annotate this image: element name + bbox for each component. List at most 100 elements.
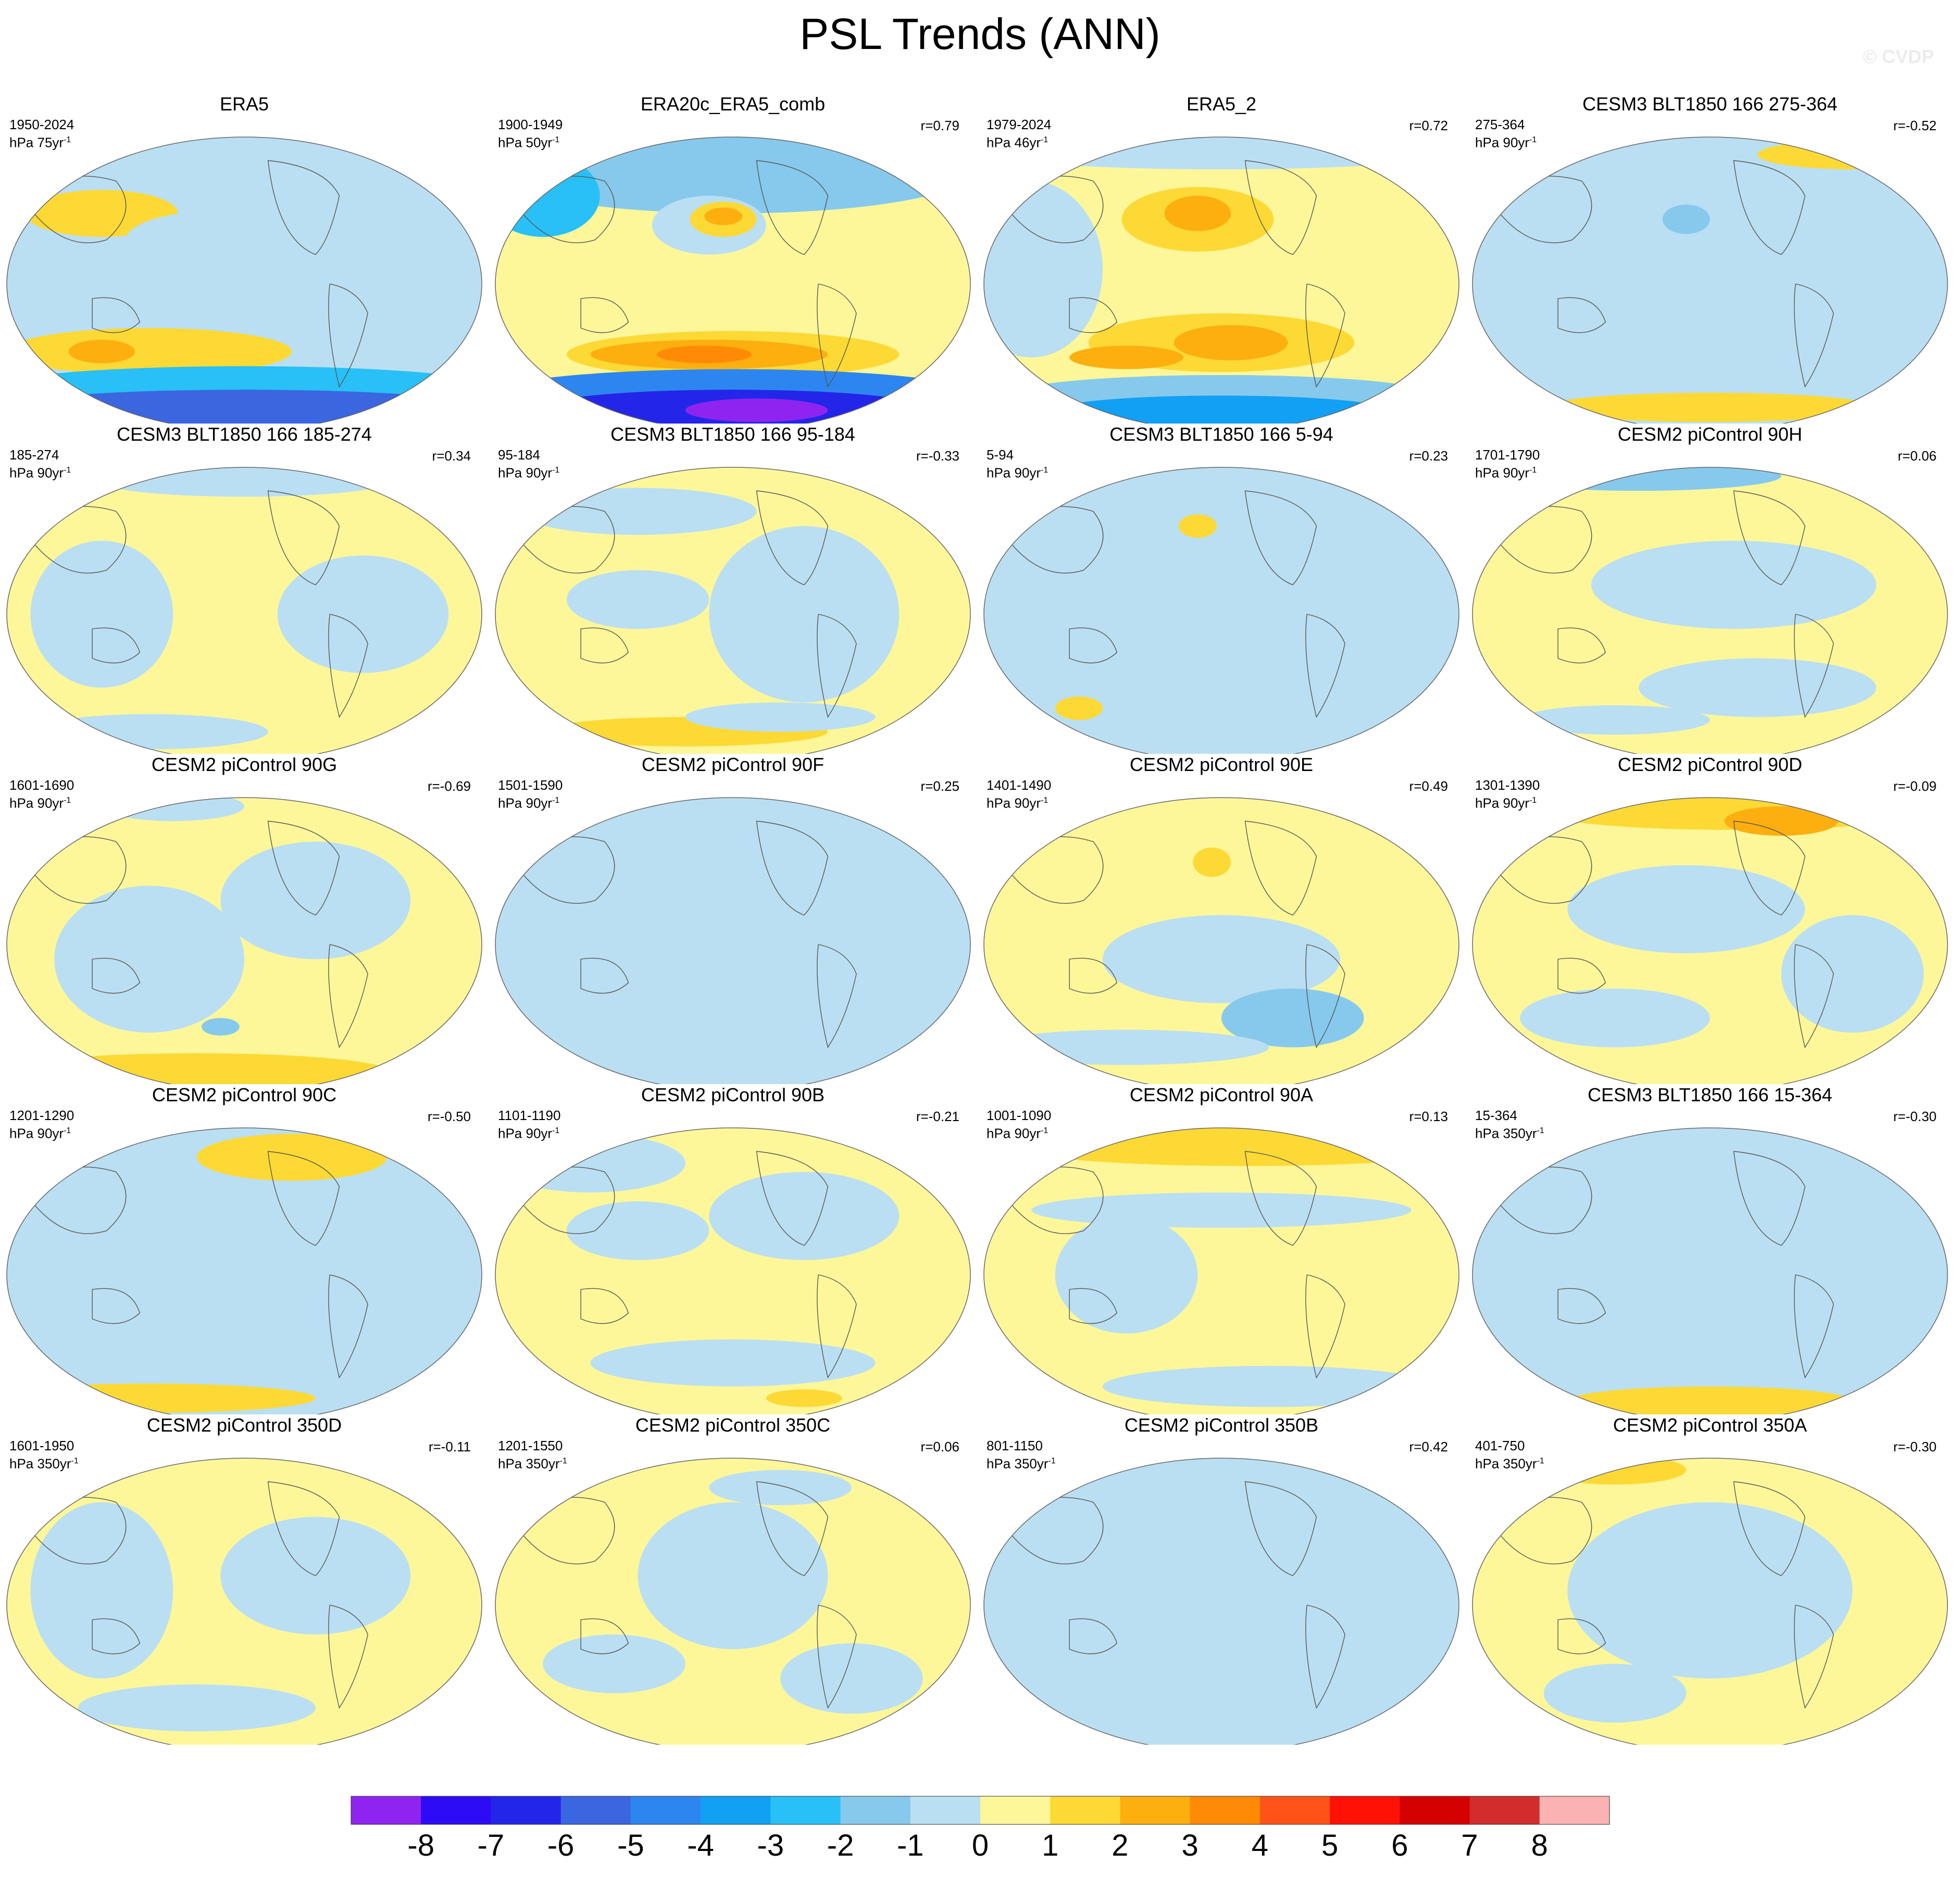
colorbar-tick-label: -8: [407, 1829, 434, 1862]
panel-period: 1900-1949: [498, 117, 563, 132]
units-exponent: -1: [559, 1457, 567, 1465]
panel-title: CESM3 BLT1850 166 275-364: [1582, 93, 1838, 115]
coastline: [1244, 1481, 1317, 1576]
coastline: [580, 1618, 629, 1655]
units-exponent: -1: [552, 135, 560, 144]
trend-contour: [201, 1018, 240, 1036]
pattern-correlation: r=-0.69: [427, 778, 471, 794]
trend-contour: [1567, 1386, 1853, 1414]
panel-title: CESM3 BLT1850 166 5-94: [1109, 424, 1333, 445]
coastline: [817, 944, 857, 1049]
map-plot: [983, 467, 1459, 754]
trend-contour: [1055, 696, 1103, 720]
units-exponent: -1: [1041, 1126, 1048, 1135]
trend-contour: [149, 1216, 387, 1363]
panel-title: ERA5_2: [1186, 93, 1257, 115]
units-exponent: -1: [1529, 796, 1537, 805]
coastline: [1244, 821, 1317, 916]
colorbar-segment: [421, 1796, 491, 1824]
coastline: [1794, 944, 1834, 1049]
trend-contour: [1543, 1663, 1687, 1723]
coastline: [1305, 283, 1345, 388]
panel-period: 1950-2024: [9, 117, 74, 132]
panel-units: hPa 350yr-1: [1475, 1123, 1544, 1141]
units-text: hPa 90yr: [987, 1125, 1041, 1141]
trend-contour: [709, 1172, 900, 1260]
panel-title: ERA5: [219, 93, 269, 115]
units-text: hPa 90yr: [1475, 795, 1530, 811]
panel-title: CESM3 BLT1850 166 15-364: [1588, 1084, 1832, 1105]
map-outline: [495, 136, 971, 424]
colorbar-frame: [351, 1796, 1610, 1825]
coastline: [817, 614, 857, 718]
coastline: [1069, 958, 1118, 994]
coastline: [1244, 490, 1317, 586]
coastline: [1733, 1481, 1806, 1576]
panel-units: hPa 90yr-1: [1475, 132, 1537, 151]
trend-contour: [766, 1389, 842, 1407]
map-plot: [6, 136, 482, 424]
trend-contour: [1520, 988, 1710, 1048]
coastline: [1733, 490, 1806, 586]
coastline: [1733, 821, 1806, 916]
coastline: [267, 1481, 340, 1576]
map-outline: [6, 1458, 482, 1745]
map-panel: CESM2 piControl 350C 1201-1550 hPa 350yr-1…: [489, 1414, 977, 1745]
colorbar-tick-label: -7: [477, 1829, 505, 1862]
panel-title: CESM2 piControl 90A: [1129, 1084, 1314, 1105]
units-text: hPa 350yr: [9, 1456, 71, 1472]
map-panel: CESM2 piControl 90A 1001-1090 hPa 90yr-1 r=…: [977, 1084, 1466, 1414]
panel-units: hPa 90yr-1: [9, 793, 71, 811]
coastline: [580, 297, 629, 333]
units-text: hPa 350yr: [498, 1456, 560, 1472]
coastline: [328, 614, 368, 718]
panel-title: ERA20c_ERA5_comb: [640, 93, 826, 115]
trend-contour: [1567, 1502, 1853, 1679]
colorbar-tick-label: 2: [1112, 1829, 1129, 1862]
colorbar-segment: [701, 1796, 771, 1824]
trend-contour: [1724, 806, 1839, 836]
trend-contour: [709, 526, 900, 703]
map-panel: CESM3 BLT1850 166 275-364 275-364 hPa 90yr…: [1466, 93, 1954, 424]
colorbar-tick-label: -1: [896, 1829, 924, 1862]
panel-title: CESM2 piControl 350B: [1124, 1414, 1319, 1436]
panel-units: hPa 350yr-1: [1475, 1453, 1544, 1472]
coastline: [756, 821, 829, 916]
panel-units: hPa 75yr-1: [9, 132, 71, 151]
pattern-correlation: r=0.79: [920, 118, 959, 133]
units-text: hPa 46yr: [987, 134, 1041, 151]
map-outline: [1472, 467, 1948, 754]
units-text: hPa 90yr: [987, 795, 1041, 811]
map-plot: [495, 467, 971, 754]
trend-contour: [661, 856, 757, 886]
map-panel: CESM2 piControl 90C 1201-1290 hPa 90yr-1 r=…: [0, 1084, 489, 1414]
map-plot: [983, 136, 1459, 424]
units-text: hPa 90yr: [498, 795, 553, 811]
panel-title: CESM2 piControl 90C: [152, 1084, 337, 1105]
map-outline: [983, 1127, 1459, 1414]
panel-title: CESM2 piControl 350D: [146, 1414, 342, 1436]
map-panel: CESM2 piControl 90D 1301-1390 hPa 90yr-1 r=…: [1466, 753, 1954, 1084]
units-text: hPa 90yr: [987, 465, 1041, 481]
coastline: [817, 283, 857, 388]
coastline: [328, 944, 368, 1049]
coastline: [92, 297, 141, 333]
colorbar-tick-label: 4: [1251, 1829, 1268, 1862]
colorbar-segment: [980, 1796, 1051, 1824]
colorbar-tick-label: -4: [687, 1829, 714, 1862]
map-plot: [6, 797, 482, 1084]
colorbar-tick-label: -3: [757, 1829, 784, 1862]
colorbar-tick-label: 6: [1391, 1829, 1408, 1862]
colorbar-segment: [910, 1796, 981, 1824]
map-panel: CESM3 BLT1850 166 95-184 95-184 hPa 90yr-1…: [489, 423, 977, 754]
units-text: hPa 350yr: [1475, 1456, 1537, 1472]
panel-period: 1501-1590: [498, 777, 563, 793]
panel-period: 1979-2024: [987, 117, 1052, 132]
map-panel: CESM3 BLT1850 166 15-364 15-364 hPa 350yr-…: [1466, 1084, 1954, 1414]
pattern-correlation: r=0.42: [1409, 1439, 1448, 1455]
trend-contour: [709, 1470, 852, 1506]
pattern-correlation: r=-0.30: [1893, 1439, 1937, 1455]
panel-units: hPa 90yr-1: [987, 463, 1048, 481]
coastline: [328, 1274, 368, 1379]
